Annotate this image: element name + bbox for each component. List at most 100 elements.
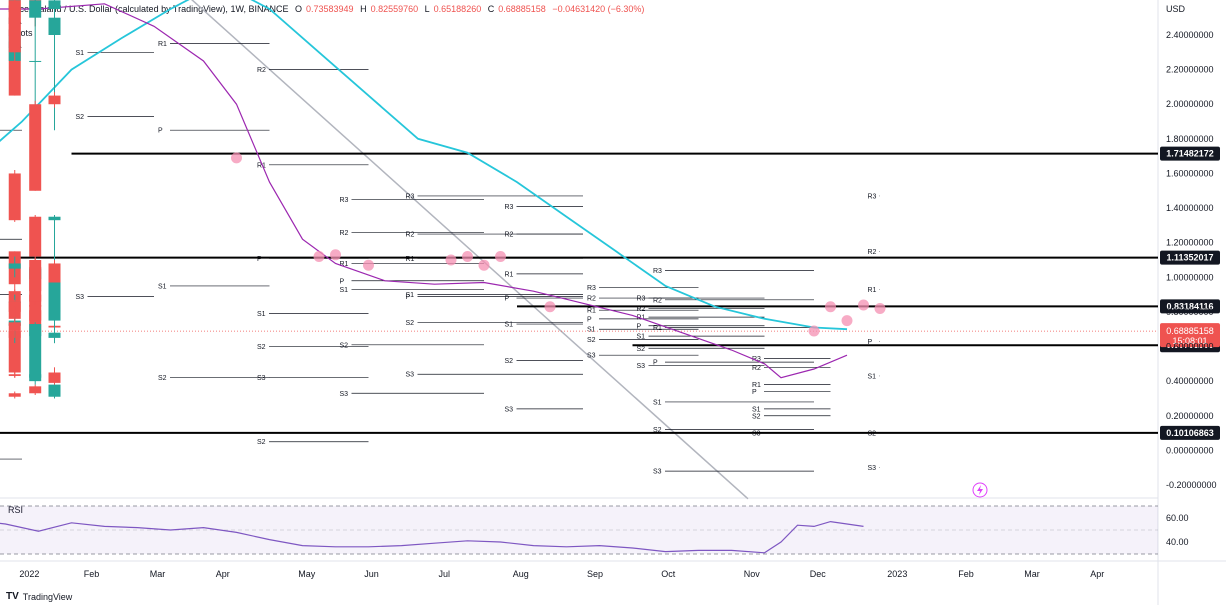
pivot-label: P — [587, 316, 592, 323]
pivot-label: R2 — [653, 297, 662, 304]
x-tick-label: Apr — [216, 569, 230, 579]
candle-down — [29, 305, 42, 321]
pivot-label: R1 — [505, 271, 514, 278]
candle-down — [8, 60, 21, 96]
rsi-line — [0, 520, 864, 554]
y-tick-label: 1.80000000 — [1166, 134, 1214, 144]
signal-marker — [445, 254, 457, 266]
pivot-label: S2 — [653, 427, 662, 434]
pivot-label: S1 — [340, 287, 349, 294]
candle-down — [8, 173, 21, 221]
ohlc-high-label: H — [360, 4, 367, 14]
y-tick-label: 2.40000000 — [1166, 30, 1214, 40]
x-tick-label: Mar — [150, 569, 166, 579]
candle-down — [8, 0, 21, 53]
candle-up — [29, 0, 42, 18]
y-tick-label: 0.20000000 — [1166, 411, 1214, 421]
x-tick-label: Apr — [1090, 569, 1104, 579]
candle-down — [8, 374, 21, 376]
alert-lightning-icon — [972, 482, 988, 498]
pivot-label: S3 — [76, 294, 85, 301]
pivot-label: S3 — [637, 363, 646, 370]
pivot-label: P — [406, 294, 411, 301]
candle-down — [48, 263, 61, 283]
candle-up — [48, 17, 61, 35]
pivot-group: R1 P S1 S2 — [158, 41, 270, 382]
current-price-tag — [1160, 323, 1220, 348]
ohlc-low: 0.65188260 — [433, 4, 482, 14]
ohlc-high: 0.82559760 — [370, 4, 419, 14]
candle-down — [8, 393, 21, 397]
candle-down — [29, 216, 42, 257]
candle-down — [29, 260, 42, 302]
pivot-label: R3 — [505, 204, 514, 211]
y-tick-label: 0.80000000 — [1166, 307, 1214, 317]
pivot-label: P — [158, 128, 163, 135]
signal-marker — [808, 325, 820, 337]
symbol-title[interactable]: Decentraland / U.S. Dollar (calculated b… — [8, 4, 289, 14]
pivot-label: S1 — [505, 322, 514, 329]
y-tick-label: 1.40000000 — [1166, 203, 1214, 213]
tradingview-logo-icon[interactable]: TV — [6, 591, 19, 602]
pivot-label: R2 — [505, 232, 514, 239]
pivot-label: R1 — [752, 382, 761, 389]
pivot-label: R1 — [653, 325, 662, 332]
pivot-label: R2 — [587, 296, 596, 303]
x-tick-label: Sep — [587, 569, 603, 579]
pivot-label: R1 — [257, 162, 266, 169]
candle-down — [8, 322, 21, 331]
indicator-rsi[interactable]: RSI — [8, 505, 24, 515]
x-tick-label: Mar — [1024, 569, 1040, 579]
pivot-label: S2 — [257, 439, 266, 446]
ohlc-change: −0.04631420 (−6.30%) — [552, 4, 645, 14]
ohlc-low-label: L — [424, 4, 430, 14]
signal-marker — [495, 251, 506, 263]
pivot-label: S3 — [868, 465, 877, 472]
footer: TV TradingView — [6, 591, 72, 602]
pivot-label: R2 — [637, 306, 646, 313]
x-tick-label: Dec — [810, 569, 827, 579]
pivot-label: P — [257, 256, 262, 263]
pivot-label: S3 — [406, 372, 415, 379]
pivot-label: S3 — [257, 375, 266, 382]
x-tick-label: Feb — [84, 569, 100, 579]
candle-up — [29, 324, 42, 382]
y-tick-label: 0.40000000 — [1166, 376, 1214, 386]
y-tick-label: 2.20000000 — [1166, 65, 1214, 75]
pivot-label: R2 — [340, 230, 349, 237]
signal-marker — [363, 259, 374, 271]
pivot-label: S2 — [868, 431, 877, 438]
candle-up — [48, 305, 61, 321]
pivot-label: R1 — [340, 261, 349, 268]
x-tick-label: Jul — [439, 569, 451, 579]
y-tick-label: 1.00000000 — [1166, 272, 1214, 282]
y-tick-label: 0.00000000 — [1166, 445, 1214, 455]
pivot-group: S1 S2 S3 — [76, 50, 154, 301]
pivot-label: S3 — [752, 431, 761, 438]
x-tick-label: Oct — [661, 569, 676, 579]
signal-marker — [462, 251, 473, 263]
pivot-label: S1 — [406, 292, 415, 299]
pivot-label: P — [340, 278, 345, 285]
x-tick-label: 2023 — [887, 569, 907, 579]
pivot-label: R2 — [752, 365, 761, 372]
x-tick-label: 2022 — [19, 569, 39, 579]
level-tag — [1160, 425, 1220, 440]
pivot-label: R3 — [653, 268, 662, 275]
pivot-label: R3 — [868, 193, 877, 200]
pivot-label: S1 — [257, 311, 266, 318]
signal-marker — [313, 251, 325, 263]
ohlc-close-label: C — [487, 4, 495, 14]
rsi-tick-label: 40.00 — [1166, 537, 1189, 547]
signal-marker — [858, 299, 869, 311]
pivot-label: R1 — [868, 287, 877, 294]
signal-marker — [231, 152, 242, 164]
pivot-label: P — [505, 296, 510, 303]
y-tick-label: -0.20000000 — [1166, 480, 1217, 490]
pivot-label: R3 — [637, 296, 646, 303]
